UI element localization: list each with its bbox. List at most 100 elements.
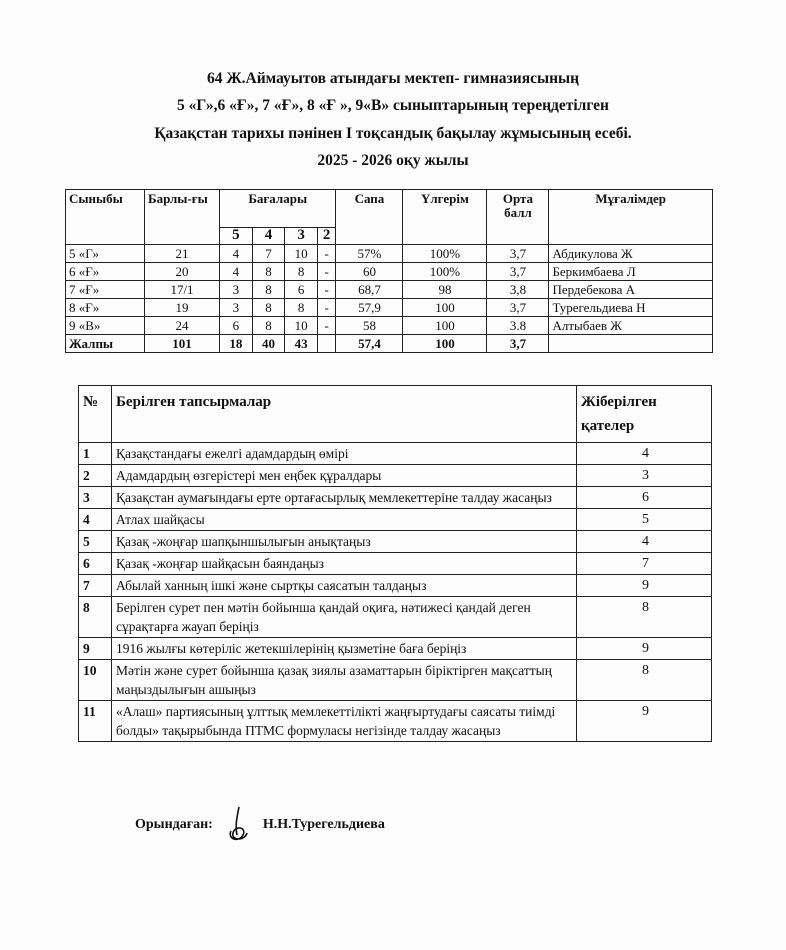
progress-cell: 100% [402, 262, 488, 281]
performed-by-label: Орындаған: [135, 817, 213, 832]
task-errors-cell: 8 [576, 659, 712, 701]
task-num-cell: 4 [78, 508, 112, 531]
avg-cell: 3.8 [486, 316, 550, 335]
grade-3-cell: 8 [284, 262, 318, 281]
grade-4-cell: 8 [251, 298, 286, 317]
col-task: Берілген тапсырмалар [111, 385, 577, 443]
task-num-cell: 3 [78, 486, 112, 509]
teacher-cell: Пердебекова А [548, 280, 713, 299]
results-table: Сыныбы Барлы-ғы Бағалары Сапа Үлгерім Ор… [65, 189, 713, 353]
row-total-cell: 17/1 [144, 280, 220, 299]
task-text-cell: 1916 жылғы көтеріліс жетекшілерінің қызм… [111, 637, 577, 660]
task-errors-cell: 8 [576, 596, 712, 638]
avg-cell: 3,7 [486, 262, 550, 281]
teacher-cell: Турегельдиева Н [548, 298, 713, 317]
teacher-cell: Алтыбаев Ж [548, 316, 713, 335]
task-row: 9 1916 жылғы көтеріліс жетекшілерінің қыз… [78, 637, 712, 660]
signature-block: Орындаған: Н.Н.Турегельдиева [135, 805, 385, 845]
table-row: 9 «В» 24 6 8 10-58 100 3.8 Алтыбаев Ж [65, 316, 713, 335]
task-row: 11 «Алаш» партиясының ұлттық мемлекеттілі… [78, 700, 712, 742]
quality-cell: 57,9 [335, 298, 404, 317]
signature-icon [229, 806, 248, 841]
task-errors-cell: 3 [576, 464, 712, 487]
task-text-cell: Қазақстан аумағындағы ерте ортағасырлық … [111, 486, 577, 509]
table-row: 7 «Ғ» 17/1 3 8 6-68,7 98 3,8 Пердебекова А [65, 280, 713, 299]
task-row: 10 Мәтін және сурет бойынша қазақ зиялы а… [78, 659, 712, 701]
task-text-cell: Қазақстандағы ежелгі адамдардың өмірі [111, 442, 577, 465]
grade-2-cell: - [316, 262, 337, 281]
progress-cell: 98 [402, 280, 488, 299]
col-teachers: Мұғалімдер [548, 189, 713, 245]
table-row: Жалпы 101 18 40 43 57,4 100 3,7 [65, 334, 713, 353]
grade-5-cell: 4 [219, 244, 253, 263]
avg-cell: 3,8 [486, 280, 550, 299]
grade-2-cell: - [316, 316, 337, 335]
row-total-cell: 20 [144, 262, 220, 281]
row-class-cell: 6 «Ғ» [65, 262, 145, 281]
task-errors-cell: 4 [576, 530, 712, 553]
grade-3-cell: 8 [284, 298, 318, 317]
row-class-cell: 9 «В» [65, 316, 145, 335]
grade-5-cell: 3 [219, 280, 253, 299]
task-num-cell: 9 [78, 637, 112, 660]
col-progress: Үлгерім [402, 189, 488, 245]
task-num-cell: 11 [78, 700, 112, 742]
col-grade-5: 5 [219, 227, 253, 245]
task-text-cell: Адамдардың өзгерістері мен еңбек құралда… [111, 464, 577, 487]
performer-name: Н.Н.Турегельдиева [262, 817, 385, 832]
row-class-cell: 8 «Ғ» [65, 298, 145, 317]
col-num: № [78, 385, 112, 443]
task-num-cell: 6 [78, 552, 112, 575]
grade-5-cell: 3 [219, 298, 253, 317]
task-num-cell: 10 [78, 659, 112, 701]
progress-cell: 100 [402, 298, 488, 317]
grade-4-cell: 8 [251, 316, 286, 335]
task-errors-cell: 5 [576, 508, 712, 531]
quality-cell: 58 [335, 316, 404, 335]
quality-cell: 57,4 [335, 334, 404, 353]
task-errors-cell: 7 [576, 552, 712, 575]
task-errors-cell: 6 [576, 486, 712, 509]
quality-cell: 60 [335, 262, 404, 281]
col-class: Сыныбы [65, 189, 145, 245]
col-total: Барлы-ғы [144, 189, 220, 245]
grade-4-cell: 8 [251, 262, 286, 281]
task-row: 4 Атлах шайқасы 5 [78, 508, 712, 531]
title-line-1: 64 Ж.Аймауытов атындағы мектеп- гимназия… [206, 70, 580, 87]
grade-3-cell: 10 [284, 244, 318, 263]
grade-3-cell: 10 [284, 316, 318, 335]
progress-cell: 100 [402, 316, 488, 335]
grade-4-cell: 7 [251, 244, 286, 263]
task-text-cell: Қазақ -жоңғар шапқыншылығын анықтаңыз [111, 530, 577, 553]
table-row: 5 «Г» 21 4 7 10-57% 100% 3,7 Абдикулова Ж [65, 244, 713, 263]
title-line-4: 2025 - 2026 оқу жылы [317, 152, 469, 169]
task-row: 5 Қазақ -жоңғар шапқыншылығын анықтаңыз 4 [78, 530, 712, 553]
grade-3-cell: 43 [284, 334, 318, 353]
teacher-cell [548, 334, 713, 353]
col-errors: Жіберілген қателер [576, 385, 712, 443]
grade-2-cell [316, 334, 337, 353]
col-grade-3: 3 [284, 227, 318, 245]
task-text-cell: Атлах шайқасы [111, 508, 577, 531]
task-errors-cell: 4 [576, 442, 712, 465]
task-num-cell: 7 [78, 574, 112, 597]
grade-5-cell: 6 [219, 316, 253, 335]
row-total-cell: 101 [144, 334, 220, 353]
task-num-cell: 5 [78, 530, 112, 553]
grade-5-cell: 18 [219, 334, 253, 353]
avg-cell: 3,7 [486, 244, 550, 263]
col-avg: Орта балл [486, 189, 550, 245]
col-grade-2: 2 [316, 227, 337, 245]
task-text-cell: Абылай ханның ішкі және сыртқы саясатын … [111, 574, 577, 597]
table-row: 8 «Ғ» 19 3 8 8-57,9 100 3,7 Турегельдиева Н [65, 298, 713, 317]
row-class-cell: 7 «Ғ» [65, 280, 145, 299]
row-class-cell: Жалпы [65, 334, 145, 353]
col-grade-4: 4 [251, 227, 286, 245]
progress-cell: 100 [402, 334, 488, 353]
teacher-cell: Беркимбаева Л [548, 262, 713, 281]
col-grades: Бағалары [218, 189, 337, 228]
task-errors-cell: 9 [576, 574, 712, 597]
grade-5-cell: 4 [219, 262, 253, 281]
progress-cell: 100% [402, 244, 488, 263]
grade-4-cell: 8 [251, 280, 286, 299]
